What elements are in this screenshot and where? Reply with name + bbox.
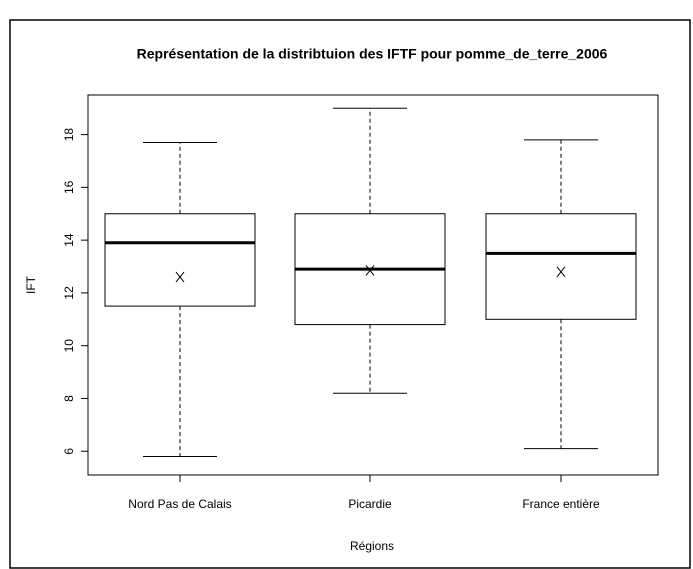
y-tick-label: 8 <box>62 395 76 402</box>
box <box>485 213 637 320</box>
y-tick-label: 18 <box>62 128 76 142</box>
mean-marker <box>175 271 185 283</box>
x-tick-label: Nord Pas de Calais <box>128 497 231 511</box>
y-tick-label: 16 <box>62 180 76 194</box>
y-tick-label: 12 <box>62 286 76 300</box>
plot-area <box>87 94 659 476</box>
x-tick-label: France entière <box>522 497 600 511</box>
mean-marker <box>556 266 566 278</box>
chart-title: Représentation de la distribtuion des IF… <box>137 46 608 62</box>
y-axis-label: IFT <box>24 275 38 294</box>
box <box>104 213 256 307</box>
mean-marker <box>365 265 375 276</box>
y-tick-label: 10 <box>62 339 76 353</box>
x-tick-label: Picardie <box>348 497 392 511</box>
y-tick-label: 6 <box>62 448 76 455</box>
y-tick-label: 14 <box>62 233 76 247</box>
x-axis-label: Régions <box>350 539 394 553</box>
